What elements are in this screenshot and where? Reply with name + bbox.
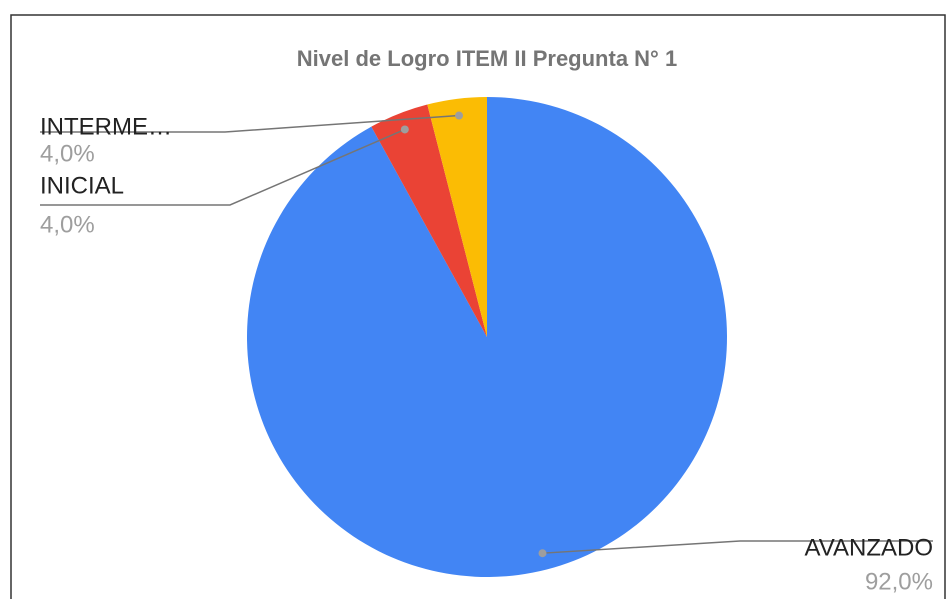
slice-label: INTERME… (40, 113, 172, 140)
slice-value-label: 4,0% (40, 211, 95, 238)
leader-line (40, 128, 406, 206)
slice-value-label: 4,0% (40, 140, 95, 167)
leader-line (40, 114, 460, 133)
pie-slice (427, 97, 487, 337)
leader-dot (538, 549, 547, 558)
slice-label: INICIAL (40, 172, 124, 199)
leader-dot (400, 125, 409, 134)
pie-slice (371, 104, 487, 337)
slice-value-label: 92,0% (865, 568, 933, 595)
chart-title: Nivel de Logro ITEM II Pregunta N° 1 (297, 46, 677, 71)
leader-line (542, 540, 933, 554)
leader-dot (455, 111, 464, 120)
slice-label: AVANZADO (805, 534, 933, 561)
